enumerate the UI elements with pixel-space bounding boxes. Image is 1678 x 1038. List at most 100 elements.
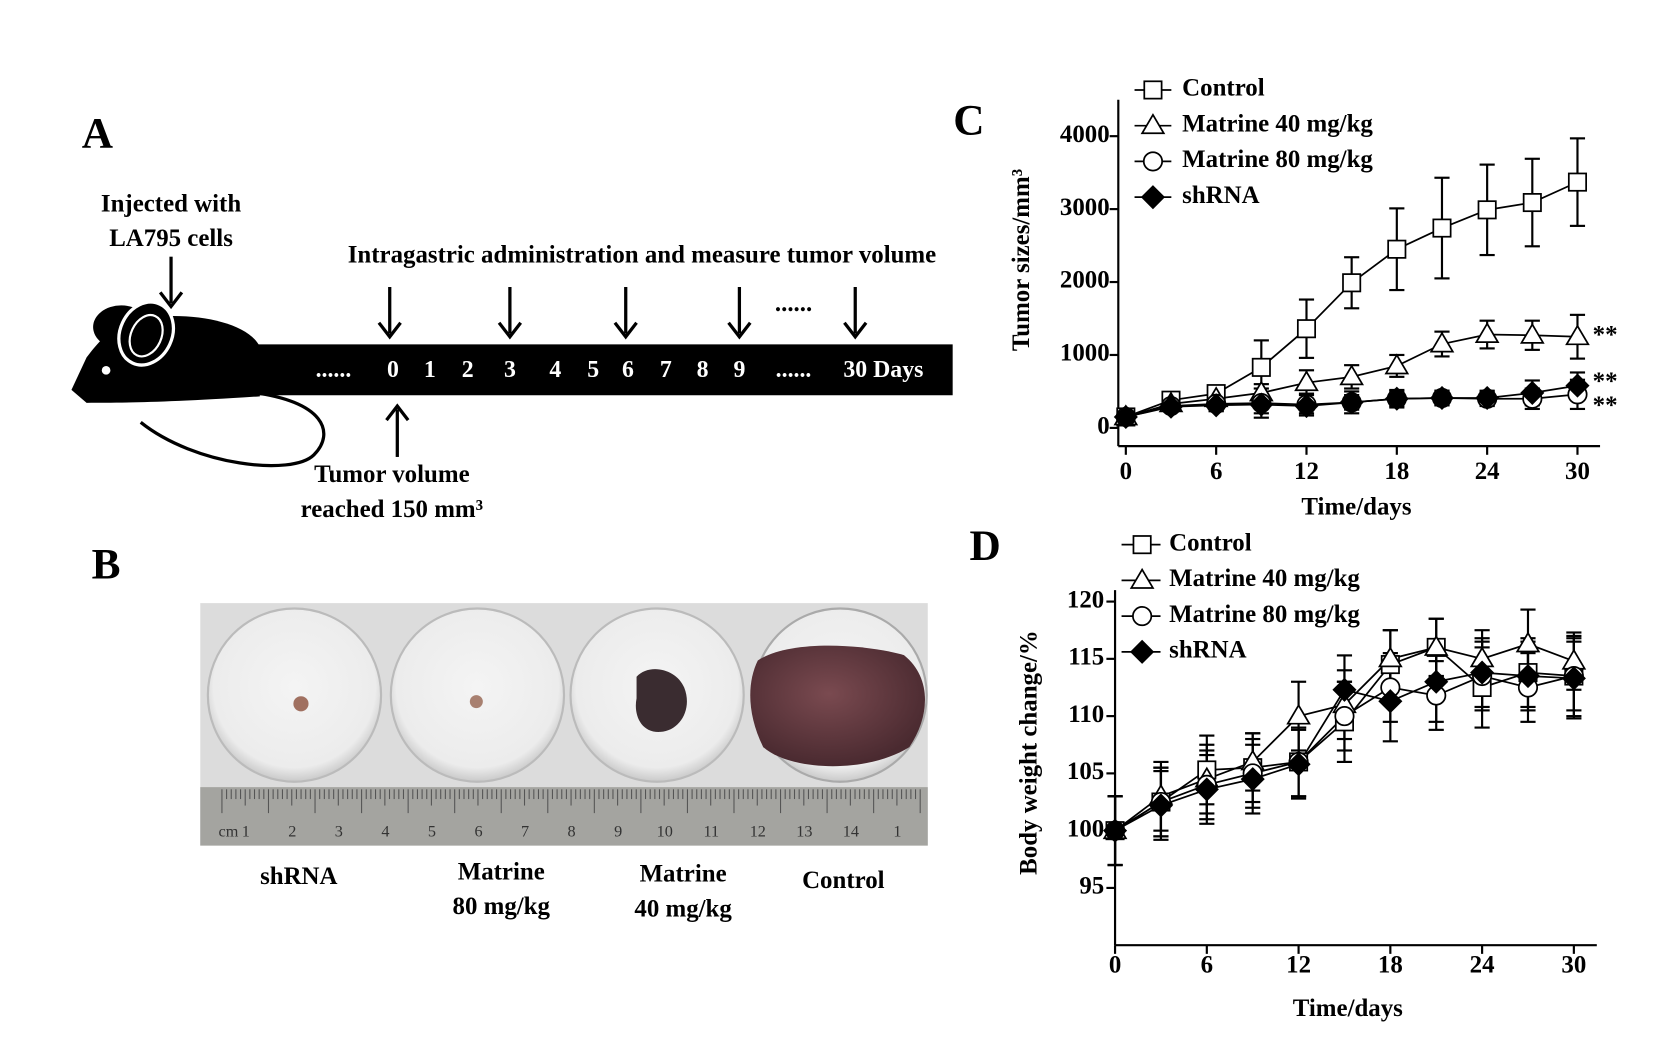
timeline-label: 3 (504, 357, 516, 383)
ruler-label: 11 (703, 822, 719, 840)
marker (1429, 331, 1455, 353)
marker (1294, 393, 1319, 419)
marker (1475, 385, 1500, 411)
x-tick-label: 18 (1384, 458, 1409, 485)
arrows (158, 256, 868, 457)
marker (1477, 200, 1497, 220)
marker (1429, 385, 1455, 411)
legend-label: Matrine 40 mg/kg (1169, 565, 1360, 592)
annotation: Tumor volume (314, 461, 470, 488)
marker (1515, 631, 1541, 653)
marker (1339, 390, 1364, 415)
ruler-label: 5 (428, 822, 436, 840)
marker (1132, 535, 1152, 555)
timeline-label: 5 (587, 357, 599, 383)
timeline-label: 9 (733, 357, 745, 383)
marker (1140, 113, 1166, 135)
ruler-label: 1 (893, 822, 901, 840)
ruler-label: 7 (521, 822, 529, 840)
marker (1519, 322, 1545, 344)
marker (1103, 818, 1128, 843)
marker (1130, 639, 1155, 664)
panel-a: A Injected with LA795 cells Intragastric… (71, 110, 953, 523)
legend-label: Control (1182, 75, 1265, 102)
marker (1240, 767, 1265, 792)
legend-label: Matrine 80 mg/kg (1182, 146, 1373, 173)
x-tick-label: 18 (1378, 952, 1403, 979)
annotation: ...... (775, 290, 812, 317)
marker (1251, 357, 1271, 377)
marker (1470, 660, 1495, 685)
x-tick-label: 6 (1201, 952, 1213, 979)
y-tick-label: 2000 (1060, 267, 1110, 294)
ruler-label: 8 (568, 822, 576, 840)
marker (1432, 218, 1452, 238)
ruler-label: 13 (796, 822, 812, 840)
annotation: Injected with (101, 191, 241, 218)
tumor (293, 696, 309, 712)
marker (1249, 392, 1274, 417)
ruler-marks: cm 1 2 3 4 5 6 7 8 9 10 11 12 13 14 1 (219, 789, 921, 840)
panel-b: B cm 1 2 3 4 5 6 7 8 9 10 11 12 13 14 1 shRNA Matrine80 … (92, 540, 928, 922)
legend-label: shRNA (1169, 637, 1246, 664)
ruler-label: 9 (614, 822, 622, 840)
marker (1142, 151, 1164, 172)
ruler-label: 6 (474, 822, 482, 840)
x-tick-label: 24 (1470, 952, 1495, 979)
marker (1204, 393, 1229, 418)
marker (1515, 663, 1541, 689)
ruler-label: 3 (335, 822, 343, 840)
x-tick-label: 12 (1294, 458, 1319, 485)
significance: ** (1593, 321, 1618, 348)
marker (1132, 606, 1153, 627)
annotation: LA795 cells (109, 225, 233, 252)
ruler-label: 10 (657, 822, 673, 840)
marker (1143, 80, 1163, 100)
tumor (469, 695, 483, 709)
timeline-label: 7 (660, 357, 672, 383)
marker (1158, 394, 1184, 419)
timeline-label: 4 (549, 357, 561, 383)
y-tick-label: 3000 (1060, 194, 1110, 221)
y-tick-label: 120 (1067, 586, 1104, 613)
y-tick-label: 110 (1068, 701, 1104, 728)
marker (1384, 386, 1409, 411)
significance: ** (1593, 392, 1618, 419)
y-tick-label: 115 (1068, 644, 1104, 671)
group-label: Control (802, 867, 885, 894)
y-tick-label: 1000 (1060, 340, 1110, 367)
marker (1339, 364, 1364, 386)
x-axis-label: Time/days (1301, 494, 1411, 521)
marker (1378, 689, 1403, 714)
timeline-label: 8 (697, 357, 709, 383)
marker (1423, 634, 1449, 656)
dish (389, 607, 566, 783)
x-tick-label: 0 (1120, 458, 1132, 485)
marker (1148, 793, 1173, 818)
group-label: 40 mg/kg (634, 895, 732, 922)
marker (1140, 185, 1165, 210)
marker (1296, 319, 1317, 339)
marker (1332, 677, 1357, 702)
marker (1286, 752, 1311, 777)
x-tick-label: 0 (1109, 952, 1121, 979)
legend-label: shRNA (1182, 182, 1259, 209)
y-tick-label: 95 (1079, 873, 1104, 900)
marker (1194, 777, 1219, 802)
marker (1565, 324, 1590, 346)
marker (1424, 669, 1449, 694)
x-axis-label: Time/days (1293, 995, 1403, 1022)
annotation: Intragastric administration and measure … (348, 241, 936, 268)
panel-label: C (953, 97, 984, 145)
ruler-label: 2 (288, 822, 296, 840)
x-tick-label: 24 (1475, 458, 1500, 485)
chart: C 0 1000 2000 3000 4000 0 6 12 18 24 30 Time/days Tum… (953, 75, 1617, 521)
marker (1342, 273, 1362, 293)
group-label: Matrine (458, 858, 545, 885)
marker (1384, 353, 1410, 375)
tumor (750, 645, 925, 767)
panel-label: B (92, 540, 121, 588)
marker (1565, 373, 1590, 398)
